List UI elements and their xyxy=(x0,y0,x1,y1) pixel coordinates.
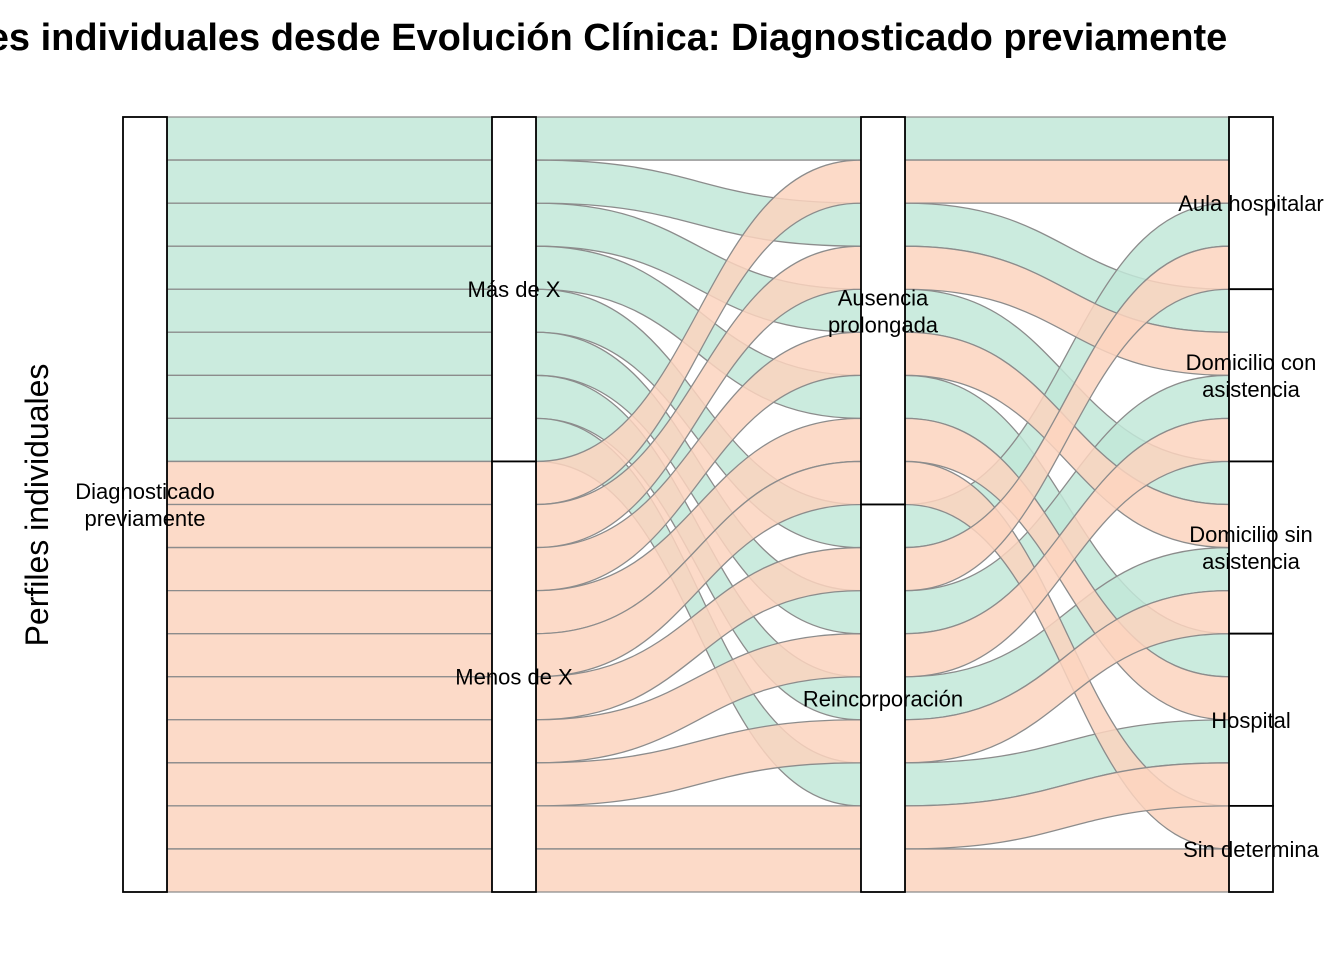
flow-17-segment-1 xyxy=(166,805,493,850)
stratum-label-menos-de-x: Menos de X xyxy=(455,665,573,690)
stratum-label-mas-de-x: Más de X xyxy=(468,277,561,302)
stratum-label-line-1: Hospital xyxy=(1211,708,1290,733)
flow-10-segment-1 xyxy=(166,503,493,549)
stratum-ausencia-prolongada xyxy=(860,116,906,506)
stratum-label-line-1: Menos de X xyxy=(455,665,573,690)
flow-5-segment-1 xyxy=(166,288,493,333)
flow-6-segment-1 xyxy=(166,374,493,420)
flow-16-segment-1 xyxy=(166,762,493,807)
flow-18-segment-3 xyxy=(904,848,1230,893)
flow-18-segment-1 xyxy=(166,848,493,893)
stratum-label-line-1: Aula hospitalar xyxy=(1178,191,1324,216)
stratum-label-sin-determina: Sin determina xyxy=(1183,837,1320,862)
stratum-label-domicilio-con-asistencia: Domicilio con asistencia xyxy=(1186,350,1317,402)
flow-2-segment-1 xyxy=(166,202,493,247)
stratum-label-line-1: Domicilio sin xyxy=(1189,522,1312,547)
stratum-label-line-1: Domicilio con xyxy=(1186,350,1317,375)
stratum-reincorporacion xyxy=(860,503,906,893)
stratum-menos-de-x xyxy=(491,460,537,893)
flow-18-segment-2 xyxy=(535,848,862,893)
flow-15-segment-1 xyxy=(166,719,493,764)
stratum-domicilio-con-asistencia xyxy=(1228,288,1274,463)
stratum-label-line-2: asistencia xyxy=(1202,549,1301,574)
stratum-label-diagnosticado-previamente: Diagnosticado previamente xyxy=(75,479,214,531)
stratum-mas-de-x xyxy=(491,116,537,463)
stratum-label-domicilio-sin-asistencia: Domicilio sin asistencia xyxy=(1189,522,1312,574)
y-axis-label: Perfiles individuales xyxy=(19,364,55,647)
flow-13-segment-1 xyxy=(166,633,493,678)
flow-12-segment-1 xyxy=(166,589,493,635)
stratum-label-line-1: Sin determina xyxy=(1183,837,1320,862)
flow-11-segment-1 xyxy=(166,546,493,592)
stratum-label-line-2: prolongada xyxy=(828,312,939,337)
flow-1-segment-2 xyxy=(535,116,862,161)
stratum-label-line-1: Más de X xyxy=(468,277,561,302)
flow-14-segment-1 xyxy=(166,676,493,721)
stratum-label-ausencia-prolongada: Ausencia prolongada xyxy=(828,285,939,337)
stratum-domicilio-sin-asistencia xyxy=(1228,460,1274,635)
stratum-label-line-1: Ausencia xyxy=(838,285,929,310)
flow-3-segment-1 xyxy=(166,159,493,204)
strata-layer xyxy=(122,116,1274,893)
stratum-sin-determina xyxy=(1228,804,1274,893)
labels-layer: Diagnosticado previamente Más de X Menos de… xyxy=(75,191,1323,862)
flow-1-segment-1 xyxy=(166,116,493,161)
flow-1-segment-3 xyxy=(904,116,1230,161)
chart-title: Perfiles individuales desde Evolución Cl… xyxy=(0,17,1227,59)
flows-layer xyxy=(166,116,1230,893)
stratum-aula-hospitalar xyxy=(1228,116,1274,291)
stratum-label-line-1: Reincorporación xyxy=(803,686,963,711)
stratum-label-line-2: previamente xyxy=(84,506,205,531)
stratum-label-line-2: asistencia xyxy=(1202,377,1301,402)
flow-7-segment-1 xyxy=(166,417,493,463)
stratum-label-hospital: Hospital xyxy=(1211,708,1290,733)
stratum-label-aula-hospitalar: Aula hospitalar xyxy=(1178,191,1324,216)
stratum-label-reincorporacion: Reincorporación xyxy=(803,686,963,711)
flow-4-segment-1 xyxy=(166,245,493,290)
stratum-label-line-1: Diagnosticado xyxy=(75,479,214,504)
stratum-diagnosticado-previamente xyxy=(122,116,168,893)
flow-8-segment-1 xyxy=(166,331,493,376)
flow-17-segment-2 xyxy=(535,805,862,850)
flow-9-segment-1 xyxy=(166,460,493,506)
